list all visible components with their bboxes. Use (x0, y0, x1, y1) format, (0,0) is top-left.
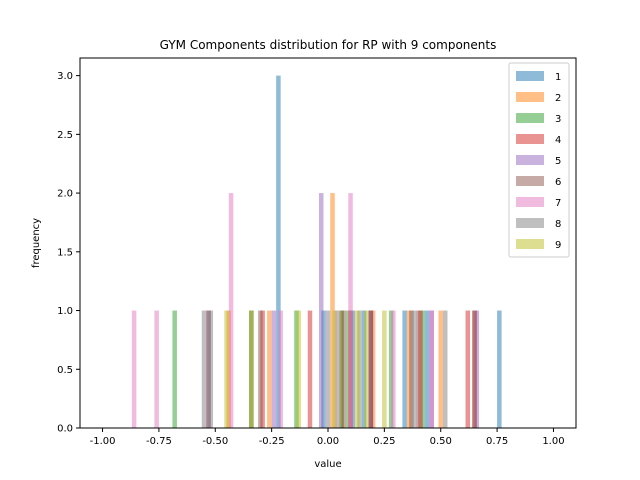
y-tick-label: 2.0 (57, 189, 73, 200)
x-tick-label: -0.50 (202, 436, 228, 447)
x-tick-label: -0.25 (259, 436, 285, 447)
legend-label: 1 (555, 72, 561, 83)
bar-series-3 (339, 310, 344, 428)
bar-series-1 (402, 310, 407, 428)
x-tick-label: 0.75 (486, 436, 508, 447)
y-axis-label: frequency (31, 218, 42, 268)
bar-series-3 (294, 310, 299, 428)
bar-series-9 (364, 310, 369, 428)
bar-series-2 (370, 310, 376, 428)
bar-series-7 (348, 193, 353, 428)
bar-series-6 (415, 310, 421, 428)
legend-swatch (516, 218, 544, 228)
bar-series-8 (201, 310, 207, 428)
bar-series-1 (276, 75, 281, 429)
x-tick-label: 0.25 (373, 436, 395, 447)
bar-series-8 (208, 310, 214, 428)
bar-series-7 (391, 310, 396, 428)
legend-swatch (516, 176, 544, 186)
chart-title: GYM Components distribution for RP with … (160, 38, 497, 52)
bar-series-1 (497, 310, 502, 428)
legend-swatch (516, 239, 544, 249)
bar-series-3 (388, 310, 394, 428)
bar-series-4 (307, 310, 313, 428)
bar-series-9 (382, 310, 387, 428)
bar-series-1 (350, 310, 356, 428)
legend-label: 5 (555, 156, 561, 167)
bar-series-3 (420, 310, 425, 428)
bar-series-1 (424, 310, 430, 428)
y-tick-label: 1.5 (57, 247, 73, 258)
x-tick-label: 0.50 (430, 436, 452, 447)
legend-label: 4 (555, 135, 561, 146)
legend-swatch (516, 134, 544, 144)
bar-series-9 (249, 310, 254, 428)
legend-label: 7 (555, 198, 561, 209)
bar-series-9 (355, 310, 360, 428)
ticks-layer: -1.00 -0.75 -0.50 -0.25 0.00 0.25 0.50 0.75 1.00… (57, 71, 564, 447)
legend-label: 2 (555, 93, 561, 104)
bar-series-1 (321, 310, 326, 428)
bar-series-7 (131, 310, 137, 428)
bar-series-9 (296, 310, 301, 428)
legend-label: 6 (555, 177, 561, 188)
bar-series-8 (325, 310, 331, 428)
y-tick-label: 0.5 (57, 365, 73, 376)
bar-series-8 (357, 310, 362, 428)
bar-series-6 (341, 310, 347, 428)
y-tick-label: 2.5 (57, 130, 73, 141)
legend-swatch (516, 71, 544, 81)
bar-series-6 (206, 310, 211, 428)
bar-series-6 (368, 310, 374, 428)
bar-series-7 (278, 310, 283, 428)
plot-frame (79, 57, 577, 429)
bar-series-5 (318, 193, 324, 428)
bar-series-7 (429, 310, 434, 428)
legend: 1 2 3 4 5 6 7 8 9 (508, 62, 570, 258)
bar-series-6 (409, 310, 414, 428)
legend-label: 3 (555, 114, 561, 125)
bar-series-3 (172, 310, 177, 428)
x-tick-label: -1.00 (90, 436, 116, 447)
legend-swatch (516, 113, 544, 123)
bar-series-5 (474, 310, 480, 428)
legend-label: 8 (555, 219, 561, 230)
bar-series-5 (271, 310, 277, 428)
bar-series-6 (258, 310, 263, 428)
legend-label: 9 (555, 240, 561, 251)
x-tick-label: 1.00 (542, 436, 564, 447)
bars-layer (131, 75, 502, 429)
bar-series-2 (330, 193, 335, 428)
bar-series-4 (465, 310, 471, 428)
bar-series-7 (154, 310, 159, 428)
bar-series-2 (438, 310, 443, 428)
x-tick-label: 0.00 (317, 436, 339, 447)
y-tick-label: 0.0 (57, 424, 73, 435)
bar-series-6 (472, 310, 477, 428)
bar-series-8 (411, 310, 416, 428)
y-tick-label: 1.0 (57, 306, 73, 317)
bar-series-2 (267, 310, 272, 428)
legend-swatch (516, 155, 544, 165)
legend-swatch (516, 197, 544, 207)
bar-series-9 (224, 310, 229, 428)
legend-swatch (516, 92, 544, 102)
bar-series-9 (332, 310, 338, 428)
x-tick-label: -0.75 (146, 436, 172, 447)
bar-series-8 (442, 310, 448, 428)
bar-series-7 (228, 193, 234, 428)
x-axis-label: value (314, 459, 341, 470)
y-tick-label: 3.0 (57, 71, 73, 82)
